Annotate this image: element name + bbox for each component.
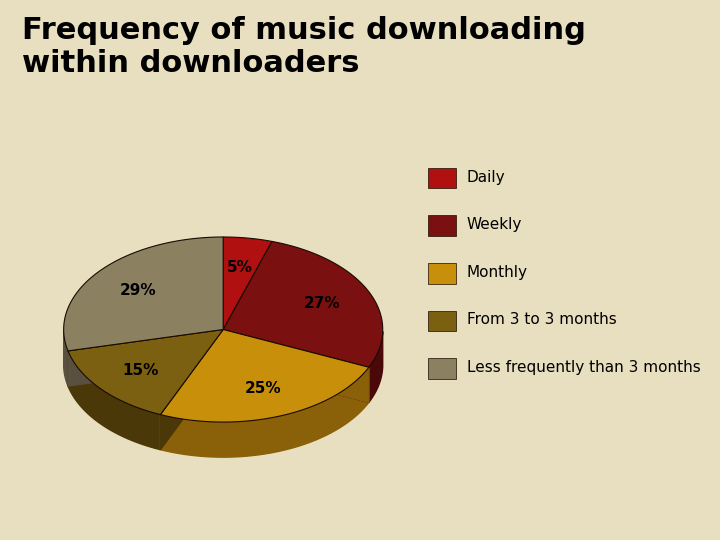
Text: Less frequently than 3 months: Less frequently than 3 months: [467, 360, 701, 375]
Text: From 3 to 3 months: From 3 to 3 months: [467, 312, 616, 327]
Bar: [428, 215, 456, 236]
Bar: [428, 310, 456, 331]
PathPatch shape: [68, 329, 223, 415]
Polygon shape: [63, 332, 68, 386]
Polygon shape: [68, 351, 161, 450]
PathPatch shape: [63, 237, 223, 351]
Polygon shape: [161, 367, 369, 457]
Polygon shape: [223, 329, 369, 402]
Bar: [428, 358, 456, 379]
Text: Weekly: Weekly: [467, 217, 522, 232]
Text: 15%: 15%: [122, 362, 158, 377]
PathPatch shape: [161, 329, 369, 422]
Polygon shape: [161, 329, 223, 450]
Text: 27%: 27%: [304, 296, 341, 312]
Polygon shape: [369, 332, 383, 402]
Text: Monthly: Monthly: [467, 265, 528, 280]
Polygon shape: [68, 329, 223, 386]
Text: 5%: 5%: [227, 260, 253, 275]
Text: 29%: 29%: [120, 283, 156, 298]
Polygon shape: [161, 329, 223, 450]
Text: Daily: Daily: [467, 170, 505, 185]
Ellipse shape: [63, 272, 383, 457]
PathPatch shape: [223, 241, 383, 367]
Text: 25%: 25%: [245, 381, 281, 396]
Bar: [428, 168, 456, 188]
Text: Frequency of music downloading
within downloaders: Frequency of music downloading within do…: [22, 16, 585, 78]
Polygon shape: [68, 329, 223, 386]
PathPatch shape: [223, 237, 272, 329]
Bar: [428, 263, 456, 284]
Polygon shape: [223, 329, 369, 402]
